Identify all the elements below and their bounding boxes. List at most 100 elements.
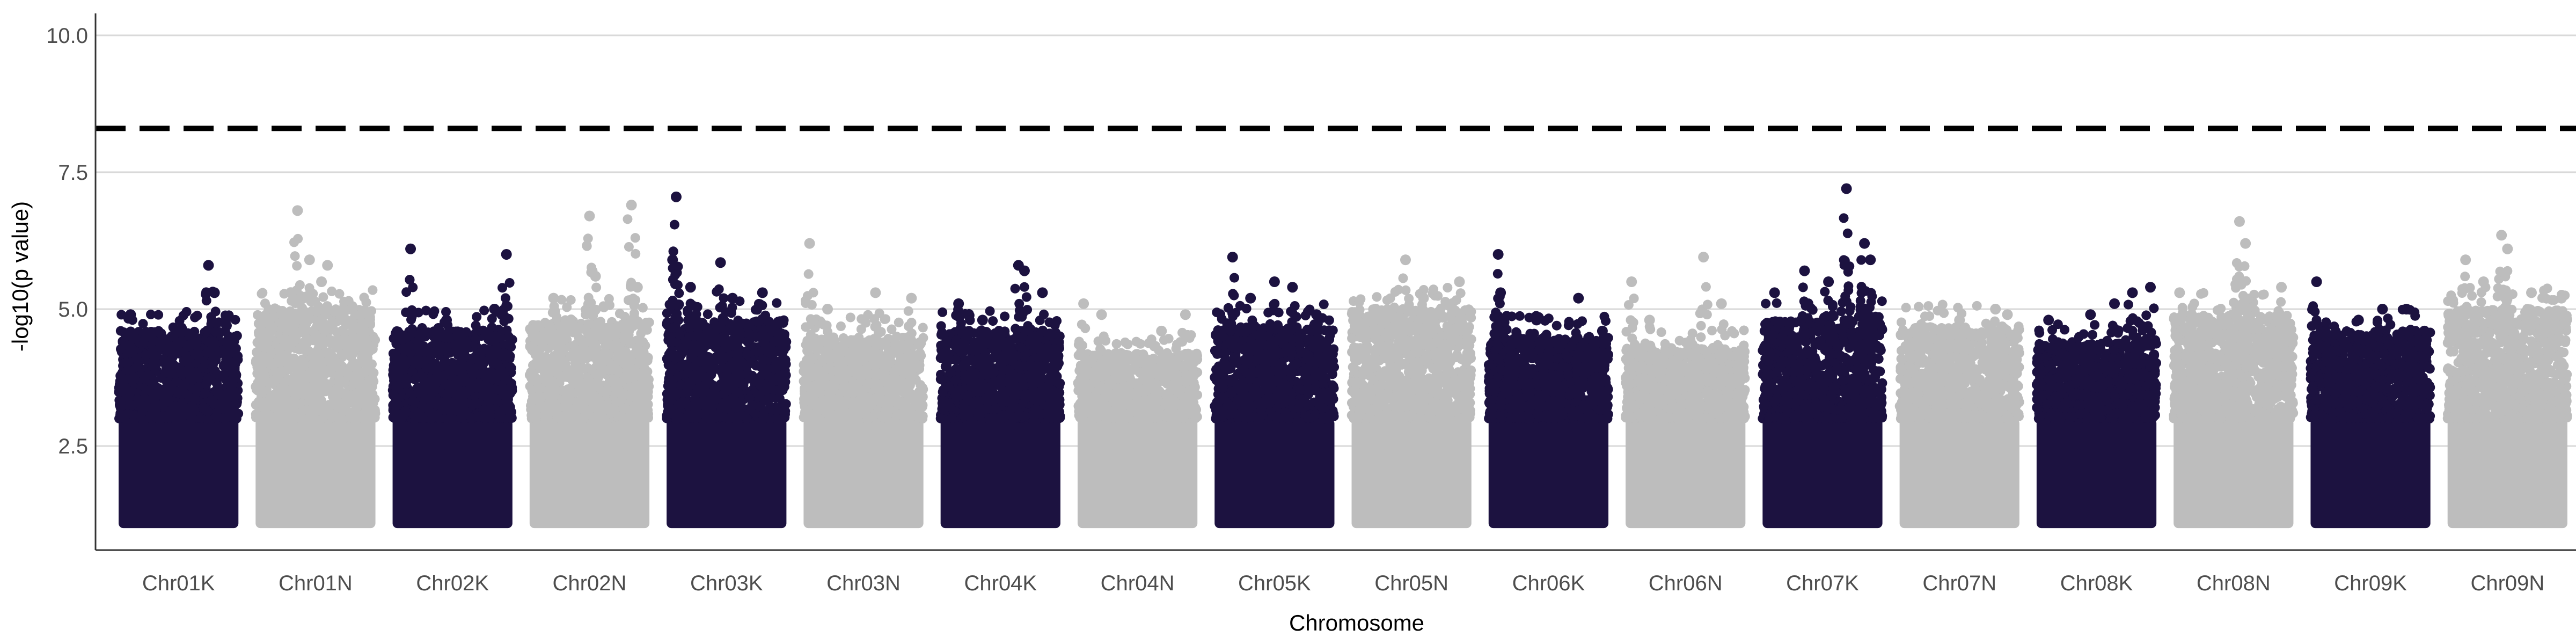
- data-point: [545, 361, 555, 371]
- data-point: [760, 396, 770, 406]
- data-point: [211, 399, 222, 409]
- data-point: [533, 321, 544, 332]
- data-point: [141, 350, 151, 360]
- data-point: [503, 313, 514, 324]
- data-point: [180, 380, 190, 390]
- data-point: [326, 348, 336, 358]
- data-point: [610, 379, 620, 389]
- data-point: [343, 296, 354, 306]
- data-point: [724, 337, 734, 347]
- data-point: [530, 413, 540, 423]
- data-point: [497, 283, 508, 293]
- data-point: [672, 309, 682, 319]
- data-point: [171, 401, 181, 411]
- data-point: [332, 391, 342, 401]
- data-point: [675, 380, 685, 390]
- data-point: [460, 410, 470, 420]
- data-point: [115, 326, 126, 336]
- data-point: [699, 380, 709, 391]
- data-point: [277, 308, 287, 318]
- data-point: [131, 362, 142, 372]
- data-point: [456, 327, 466, 337]
- data-point: [362, 364, 372, 375]
- data-point: [127, 400, 137, 411]
- data-point: [177, 323, 187, 333]
- data-point: [502, 325, 512, 335]
- peak-point: [203, 260, 214, 271]
- data-point: [547, 308, 558, 318]
- data-point: [766, 405, 776, 415]
- data-point: [581, 386, 591, 397]
- data-point: [613, 365, 623, 376]
- chromosome-Chr02K: [387, 243, 517, 529]
- data-point: [526, 367, 536, 377]
- data-point: [255, 386, 266, 397]
- data-point: [230, 348, 240, 358]
- data-point: [665, 396, 676, 406]
- data-point: [583, 319, 594, 330]
- data-point: [212, 369, 222, 379]
- data-point: [313, 336, 324, 346]
- peak-point: [584, 210, 595, 222]
- data-point: [309, 370, 319, 380]
- data-point: [459, 388, 469, 398]
- data-point: [256, 358, 266, 368]
- data-point: [491, 331, 501, 341]
- peak-point: [757, 287, 768, 298]
- data-point: [587, 364, 597, 375]
- data-point: [577, 399, 588, 409]
- data-point: [252, 368, 262, 378]
- peak-point: [501, 248, 512, 260]
- data-point: [544, 399, 554, 409]
- data-point: [720, 352, 730, 362]
- data-point: [772, 328, 782, 339]
- data-point: [572, 375, 582, 385]
- data-point: [257, 341, 267, 351]
- data-point: [348, 349, 358, 359]
- data-point: [171, 377, 181, 387]
- data-point: [298, 361, 309, 371]
- data-point: [471, 334, 481, 345]
- peak-point: [632, 282, 643, 293]
- data-point: [253, 397, 264, 407]
- data-point: [708, 364, 718, 375]
- data-point: [336, 349, 346, 360]
- data-point: [253, 310, 263, 320]
- data-point: [162, 377, 172, 387]
- data-point: [558, 372, 568, 382]
- data-point: [179, 347, 189, 357]
- data-point: [757, 314, 767, 324]
- data-point: [340, 378, 350, 388]
- data-point: [314, 406, 325, 416]
- chromosome-Chr01N: [251, 205, 380, 529]
- data-point: [300, 383, 310, 393]
- data-point: [698, 350, 708, 360]
- data-point: [405, 275, 415, 285]
- data-point: [560, 319, 570, 329]
- data-point: [725, 319, 735, 329]
- data-point: [333, 402, 343, 413]
- data-point: [307, 349, 317, 360]
- data-point: [684, 314, 694, 324]
- data-point: [318, 292, 328, 302]
- data-point: [775, 385, 785, 396]
- data-points: [114, 183, 2572, 529]
- peak-point: [727, 292, 738, 304]
- data-point: [494, 371, 504, 382]
- data-point: [255, 411, 266, 421]
- data-point: [400, 406, 411, 416]
- data-point: [442, 328, 452, 339]
- data-point: [500, 293, 510, 303]
- data-point: [293, 409, 303, 419]
- data-point: [258, 288, 268, 298]
- data-point: [422, 380, 433, 390]
- data-point: [269, 392, 280, 402]
- data-point: [553, 402, 564, 413]
- data-point: [602, 356, 612, 366]
- data-point: [456, 338, 466, 348]
- data-point: [200, 388, 210, 398]
- data-point: [167, 331, 177, 341]
- data-point: [673, 371, 683, 381]
- data-point: [470, 397, 480, 407]
- data-point: [225, 401, 236, 412]
